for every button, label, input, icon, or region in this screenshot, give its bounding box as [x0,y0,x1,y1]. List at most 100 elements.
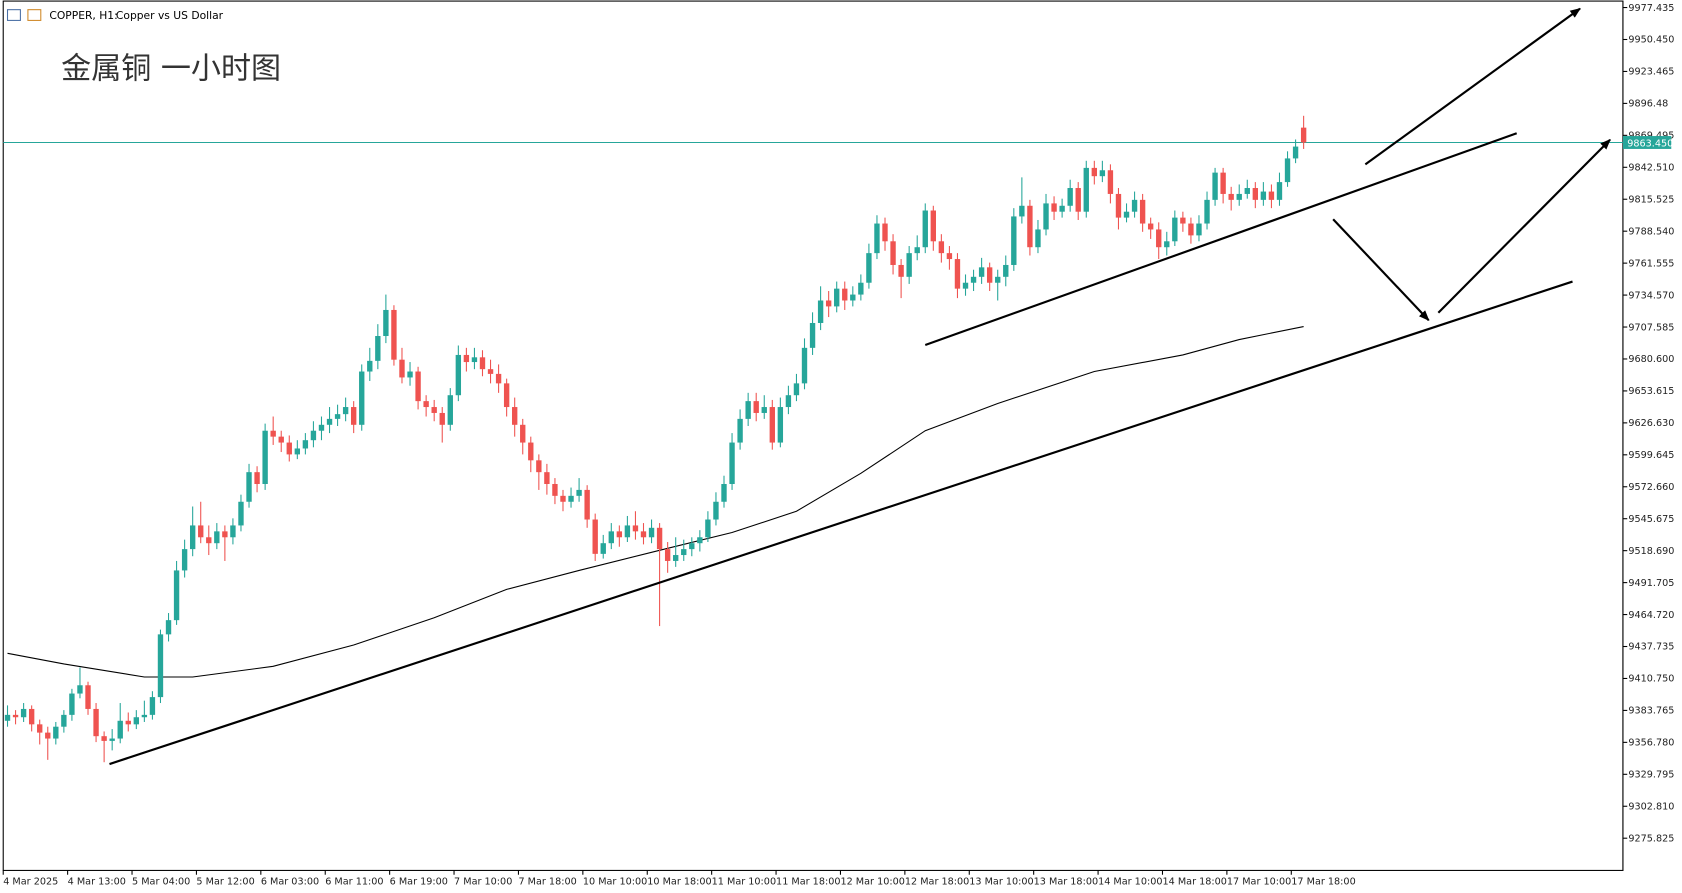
trendline [924,132,1518,346]
x-tick-label: 10 Mar 18:00 [647,876,711,887]
candle-body [125,720,131,725]
candle-body [4,714,11,721]
candle-body [721,483,727,502]
candle-body [37,724,43,733]
arrow [1332,218,1430,322]
y-tick-label: 9950.450 [1628,35,1674,46]
candle-body [648,527,655,538]
candle-body [1212,172,1218,200]
y-tick-label: 9788.540 [1628,226,1674,237]
plot-frame [2,0,1624,871]
candle-body [745,401,751,419]
candle-body [656,527,663,550]
x-tick-label: 17 Mar 18:00 [1291,876,1355,887]
last-price-label: 9863.450 [1627,138,1673,149]
candle-body [503,383,510,408]
candle-body [825,300,832,307]
candle-body [53,726,59,739]
candle-body [1099,170,1106,177]
candle-body [970,276,977,283]
candle-body [1067,188,1073,206]
x-tick-label: 14 Mar 18:00 [1162,876,1226,887]
candle-body [20,708,27,718]
x-tick-label: 4 Mar 13:00 [68,876,126,887]
y-tick-label: 9707.585 [1628,322,1674,333]
candle-body [954,259,961,289]
candle-body [697,537,703,544]
y-tick-label: 9896.48 [1628,99,1668,110]
candle-body [1011,216,1017,265]
x-tick-label: 17 Mar 10:00 [1227,876,1291,887]
candle-body [1043,203,1049,230]
candle-body [334,414,341,419]
y-tick-label: 9437.735 [1628,642,1674,653]
candle-body [294,448,301,455]
candle-body [359,371,365,425]
candle-body [1107,170,1114,194]
candle-body [367,360,373,372]
candle-body [45,732,51,739]
candle-body [415,371,421,402]
candle-body [1300,127,1307,143]
candle-body [906,253,912,277]
candle-body [214,531,220,544]
candle-body [1059,205,1065,212]
y-tick-label: 9653.615 [1628,386,1674,397]
candle-body [1123,211,1130,218]
x-tick-label: 6 Mar 19:00 [390,876,448,887]
y-tick-label: 9680.600 [1628,354,1674,365]
candle-body [1147,223,1154,230]
candle-body [270,430,276,437]
candle-body [729,442,735,484]
candle-body [512,407,518,425]
x-tick-label: 6 Mar 03:00 [261,876,319,887]
candle-body [769,407,775,443]
arrow [1364,7,1581,166]
candle-body [962,282,969,289]
annotation: 金属铜 一小时图 [61,51,281,86]
candle-body [874,223,880,254]
candle-body [93,708,99,737]
candle-body [1228,193,1234,200]
y-tick-label: 9275.825 [1628,833,1674,844]
x-tick-label: 12 Mar 18:00 [905,876,969,887]
y-tick-label: 9842.510 [1628,163,1674,174]
candle-body [1276,182,1283,200]
candle-body [568,495,574,502]
candle-body [61,714,67,727]
candle-body [495,373,502,384]
candle-body [342,407,349,415]
y-tick-label: 9923.465 [1628,67,1674,78]
x-tick-label: 10 Mar 10:00 [583,876,647,887]
candle-body [1091,167,1098,177]
candle-body [238,501,244,526]
candle-body [165,620,172,635]
x-tick-label: 12 Mar 10:00 [840,876,904,887]
candle-body [616,531,623,538]
y-tick-label: 9383.765 [1628,706,1674,717]
candle-body [552,483,558,496]
candle-body [1051,203,1057,212]
x-tick-label: 5 Mar 04:00 [132,876,190,887]
header: COPPER, H1: Copper vs US Dollar [6,9,224,22]
candle-body [1172,217,1178,242]
candle-body [149,697,156,715]
candle-body [141,714,148,718]
x-tick-label: 7 Mar 10:00 [454,876,512,887]
candle-body [1115,193,1122,218]
candle-body [1220,172,1226,194]
y-tick-label: 9302.810 [1628,801,1674,812]
candle-body [761,407,767,413]
candle-body [689,543,695,550]
candle-body [681,549,687,556]
y-tick-label: 9464.720 [1628,610,1674,621]
candle-body [423,401,429,408]
candle-body [1027,205,1033,248]
candle-body [310,430,317,441]
candle-body [536,460,542,473]
candle-body [109,738,115,741]
candle-body [1204,199,1210,224]
candle-body [246,472,252,502]
candle-body [858,282,864,295]
candle-body [632,525,639,532]
